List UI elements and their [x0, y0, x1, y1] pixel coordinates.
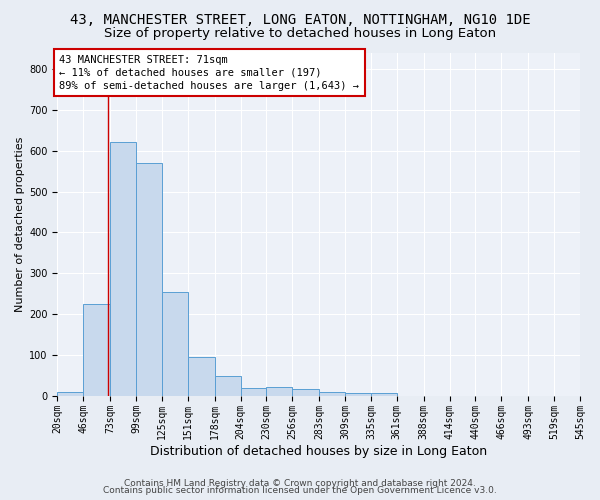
- Bar: [292, 388, 319, 396]
- Bar: [83, 304, 110, 396]
- Bar: [241, 388, 266, 396]
- Bar: [162, 292, 188, 396]
- Bar: [371, 393, 397, 396]
- Bar: [215, 376, 241, 396]
- Text: Size of property relative to detached houses in Long Eaton: Size of property relative to detached ho…: [104, 28, 496, 40]
- Bar: [345, 393, 371, 396]
- Bar: [58, 392, 83, 396]
- Bar: [110, 142, 136, 396]
- Text: Contains public sector information licensed under the Open Government Licence v3: Contains public sector information licen…: [103, 486, 497, 495]
- Y-axis label: Number of detached properties: Number of detached properties: [15, 136, 25, 312]
- Bar: [188, 357, 215, 396]
- X-axis label: Distribution of detached houses by size in Long Eaton: Distribution of detached houses by size …: [150, 444, 487, 458]
- Text: 43, MANCHESTER STREET, LONG EATON, NOTTINGHAM, NG10 1DE: 43, MANCHESTER STREET, LONG EATON, NOTTI…: [70, 12, 530, 26]
- Text: Contains HM Land Registry data © Crown copyright and database right 2024.: Contains HM Land Registry data © Crown c…: [124, 478, 476, 488]
- Bar: [136, 163, 162, 396]
- Bar: [266, 387, 292, 396]
- Text: 43 MANCHESTER STREET: 71sqm
← 11% of detached houses are smaller (197)
89% of se: 43 MANCHESTER STREET: 71sqm ← 11% of det…: [59, 54, 359, 91]
- Bar: [319, 392, 345, 396]
